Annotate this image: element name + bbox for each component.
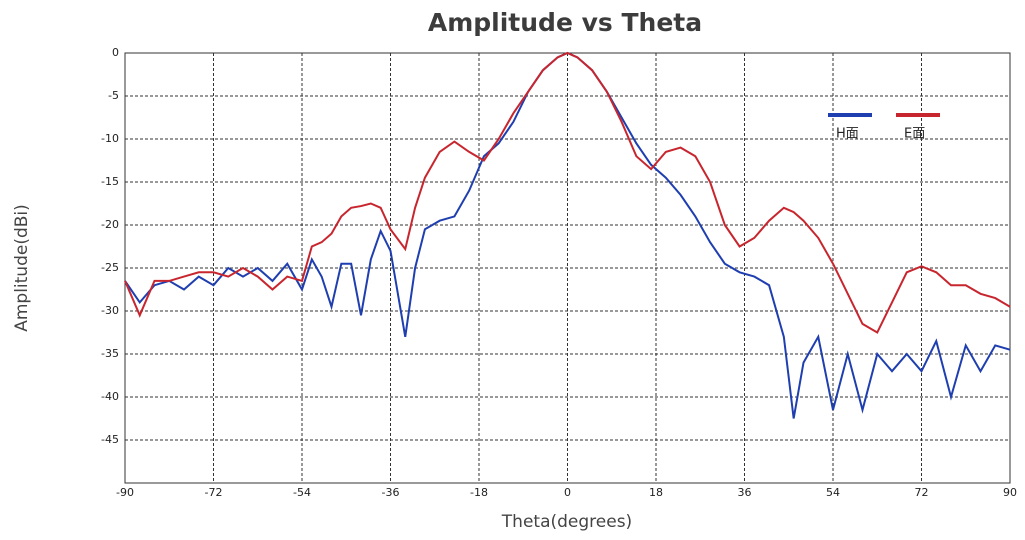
chart-title: Amplitude vs Theta (428, 8, 702, 37)
x-tick-label: 36 (738, 486, 752, 499)
x-tick-label: 90 (1003, 486, 1017, 499)
x-tick-label: 0 (564, 486, 571, 499)
y-tick-label: -30 (101, 304, 119, 317)
x-tick-label: -18 (470, 486, 488, 499)
y-tick-label: -20 (101, 218, 119, 231)
legend-label: H面 (836, 127, 859, 142)
y-tick-label: -40 (101, 390, 119, 403)
x-tick-label: 72 (915, 486, 929, 499)
x-tick-label: 54 (826, 486, 840, 499)
y-tick-label: 0 (112, 46, 119, 59)
line-series (124, 51, 1011, 334)
y-tick-label: -35 (101, 347, 119, 360)
y-axis-label: Amplitude(dBi) (12, 204, 32, 332)
y-tick-label: -45 (101, 433, 119, 446)
x-tick-label: 18 (649, 486, 663, 499)
x-axis-label: Theta(degrees) (501, 512, 632, 532)
x-tick-label: -36 (382, 486, 400, 499)
x-tick-label: -72 (205, 486, 223, 499)
y-tick-label: -5 (108, 89, 119, 102)
legend-label: E面 (904, 127, 925, 142)
y-tick-label: -25 (101, 261, 119, 274)
y-tick-label: -15 (101, 175, 119, 188)
y-tick-label: -10 (101, 132, 119, 145)
x-tick-label: -54 (293, 486, 311, 499)
x-tick-label: -90 (116, 486, 134, 499)
